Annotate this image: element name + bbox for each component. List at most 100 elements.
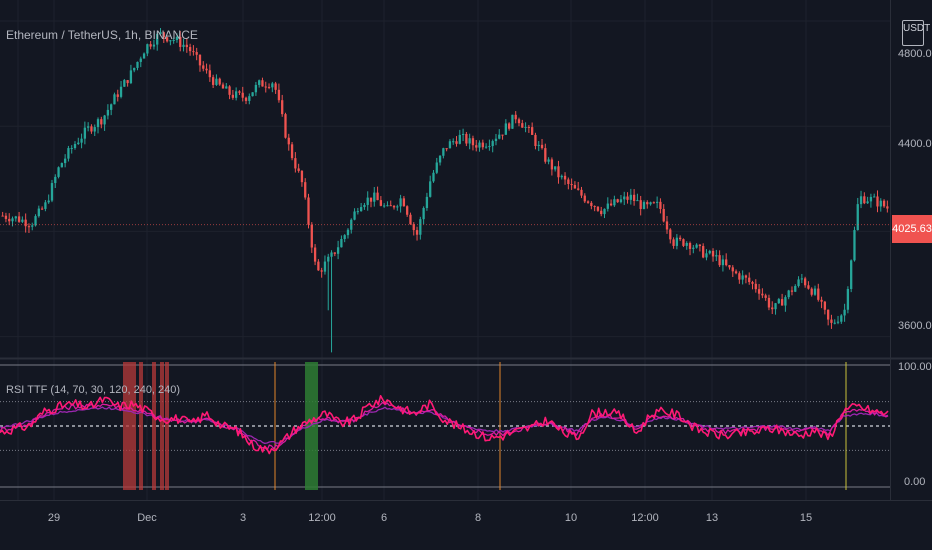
indicator-title[interactable]: RSI TTF (14, 70, 30, 120, 240, 240) [6, 384, 181, 396]
candle-body [455, 141, 458, 144]
candle [346, 228, 350, 239]
candle [580, 186, 583, 199]
candle-body [90, 126, 93, 132]
candle [336, 240, 340, 260]
candle-body [4, 215, 8, 219]
candle-body [468, 138, 471, 144]
candle [833, 319, 836, 325]
candle-body [465, 133, 468, 144]
candle-body [843, 309, 846, 316]
candle-body [146, 44, 149, 54]
candle-body [813, 288, 817, 295]
candle-body [580, 189, 583, 196]
candle-body [593, 206, 596, 208]
candle [813, 285, 817, 296]
candle-body [373, 192, 376, 202]
currency-badge[interactable]: USDT [902, 20, 930, 46]
candle-body [83, 127, 87, 139]
time-axis-label: 6 [380, 512, 388, 524]
candle-body [113, 94, 116, 105]
candle [57, 166, 60, 179]
candle-body [869, 196, 873, 202]
candle [188, 43, 192, 56]
candle [606, 197, 609, 212]
candle [547, 157, 550, 165]
candle [800, 273, 803, 284]
candle-body [136, 61, 139, 68]
candle-body [682, 239, 685, 246]
candle [754, 279, 757, 293]
candle [156, 31, 159, 51]
candle [241, 86, 244, 102]
candle [774, 302, 777, 315]
candle [8, 213, 11, 226]
candle-body [873, 196, 876, 198]
candle-body [290, 144, 294, 159]
candle-body [63, 158, 67, 164]
candle-body [646, 202, 649, 205]
candle [725, 253, 728, 267]
candle-body [412, 224, 415, 231]
candle-body [577, 188, 580, 190]
candle [290, 142, 294, 161]
candle-body [182, 44, 185, 47]
candle-body [590, 202, 593, 207]
candle [179, 30, 182, 52]
candle [123, 78, 126, 87]
candle-body [662, 208, 665, 222]
candle [369, 197, 373, 208]
candle [695, 243, 698, 249]
candle-body [119, 86, 123, 97]
candle [481, 139, 484, 150]
candle [277, 83, 281, 103]
candle [31, 222, 34, 231]
candle [221, 82, 225, 89]
overbought-signal-zone [139, 362, 143, 490]
candle-body [369, 197, 373, 202]
candle [767, 294, 771, 311]
candle-body [830, 319, 833, 323]
candle [859, 190, 863, 209]
candle-body [504, 123, 507, 135]
candle-body [44, 202, 47, 209]
candle [790, 286, 794, 296]
candle [850, 259, 853, 293]
candle [879, 198, 882, 212]
candle [626, 192, 629, 204]
candle [784, 295, 787, 312]
candle [540, 138, 544, 150]
candle [356, 207, 359, 215]
candle-body [655, 201, 659, 203]
candle-body [721, 259, 725, 266]
candle-body [208, 70, 211, 78]
candle [491, 139, 494, 153]
candle-body [409, 214, 412, 225]
candle-body [231, 94, 235, 98]
candle-body [366, 197, 369, 205]
candle-body [389, 205, 392, 207]
candle [494, 133, 498, 146]
candle-body [471, 138, 475, 146]
overbought-signal-zone [165, 362, 169, 490]
candle-body [636, 200, 639, 202]
candle [438, 155, 442, 166]
candle-body [734, 271, 738, 274]
candle [771, 301, 774, 315]
symbol-title[interactable]: Ethereum / TetherUS, 1h, BINANCE [6, 28, 198, 42]
candle [40, 206, 44, 210]
price-candles [0, 28, 890, 353]
candle-body [557, 166, 560, 178]
candle-body [116, 94, 119, 97]
candle [708, 249, 711, 255]
candle-body [96, 119, 100, 128]
candle [165, 36, 169, 43]
candle-body [399, 198, 402, 207]
candle-body [547, 159, 550, 162]
oscillator-axis-label: 0.00 [904, 476, 926, 488]
candle [110, 103, 113, 116]
candle-body [744, 275, 748, 278]
candle-body [205, 68, 208, 71]
candle-body [70, 148, 73, 150]
candle-body [609, 203, 613, 206]
